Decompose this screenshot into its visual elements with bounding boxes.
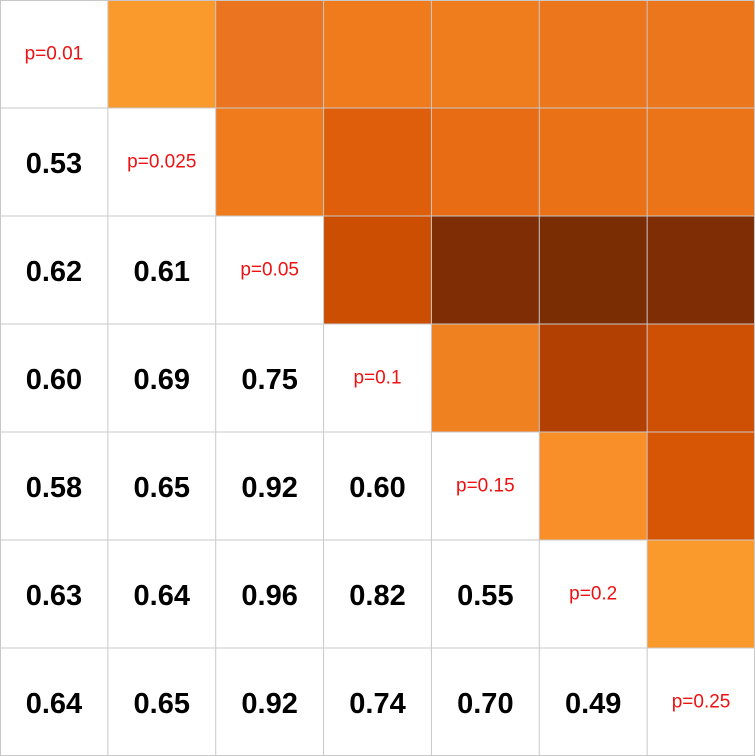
- value-cell-5-4: [431, 540, 540, 648]
- heat-cell-1-2: [215, 108, 324, 216]
- value-label-6-4: 0.70: [457, 688, 513, 720]
- heat-cell-4-6: [647, 432, 755, 540]
- diagonal-label-3: p=0.1: [353, 368, 401, 389]
- value-cell-6-3: [323, 648, 432, 756]
- value-label-4-0: 0.58: [26, 472, 82, 504]
- heat-cell-3-5: [539, 324, 648, 432]
- heat-cell-3-6: [647, 324, 755, 432]
- heat-cell-2-4: [431, 216, 540, 324]
- value-label-5-0: 0.63: [26, 580, 82, 612]
- heat-cell-1-5: [539, 108, 648, 216]
- heat-cell-2-3: [323, 216, 432, 324]
- value-label-6-2: 0.92: [241, 688, 297, 720]
- value-label-5-4: 0.55: [457, 580, 513, 612]
- diagonal-cell-3-3: [323, 324, 432, 432]
- value-cell-6-4: [431, 648, 540, 756]
- value-cell-4-1: [107, 432, 216, 540]
- value-cell-5-1: [107, 540, 216, 648]
- diagonal-label-4: p=0.15: [456, 476, 515, 497]
- heat-cell-1-4: [431, 108, 540, 216]
- heat-cell-0-2: [215, 0, 324, 108]
- diagonal-label-5: p=0.2: [569, 584, 617, 605]
- heat-cell-0-6: [647, 0, 755, 108]
- heat-cell-4-5: [539, 432, 648, 540]
- value-label-5-1: 0.64: [134, 580, 190, 612]
- value-label-6-5: 0.49: [565, 688, 621, 720]
- heat-cell-1-6: [647, 108, 755, 216]
- value-label-5-2: 0.96: [241, 580, 297, 612]
- diagonal-label-6: p=0.25: [672, 692, 731, 713]
- heat-cell-3-4: [431, 324, 540, 432]
- value-cell-6-0: [0, 648, 108, 756]
- diagonal-label-0: p=0.01: [25, 44, 84, 65]
- value-cell-4-3: [323, 432, 432, 540]
- diagonal-cell-0-0: [0, 0, 108, 108]
- value-label-6-1: 0.65: [134, 688, 190, 720]
- heat-cell-0-3: [323, 0, 432, 108]
- diagonal-label-2: p=0.05: [240, 260, 299, 281]
- value-cell-2-1: [107, 216, 216, 324]
- value-label-2-1: 0.61: [134, 256, 190, 288]
- heat-cell-1-3: [323, 108, 432, 216]
- heat-cell-0-5: [539, 0, 648, 108]
- heat-cell-0-1: [107, 0, 216, 108]
- diagonal-cell-1-1: [107, 108, 216, 216]
- value-cell-5-0: [0, 540, 108, 648]
- value-cell-6-5: [539, 648, 648, 756]
- value-cell-5-3: [323, 540, 432, 648]
- heat-cell-2-6: [647, 216, 755, 324]
- value-cell-3-1: [107, 324, 216, 432]
- value-label-1-0: 0.53: [26, 148, 82, 180]
- diagonal-cell-2-2: [215, 216, 324, 324]
- value-label-5-3: 0.82: [349, 580, 405, 612]
- heat-cell-2-5: [539, 216, 648, 324]
- value-cell-6-2: [215, 648, 324, 756]
- value-label-4-1: 0.65: [134, 472, 190, 504]
- heat-cell-5-6: [647, 540, 755, 648]
- diagonal-cell-4-4: [431, 432, 540, 540]
- value-label-3-0: 0.60: [26, 364, 82, 396]
- diagonal-cell-5-5: [539, 540, 648, 648]
- value-label-4-2: 0.92: [241, 472, 297, 504]
- value-cell-4-0: [0, 432, 108, 540]
- value-label-3-1: 0.69: [134, 364, 190, 396]
- value-label-2-0: 0.62: [26, 256, 82, 288]
- diagonal-label-1: p=0.025: [127, 152, 196, 173]
- heat-cell-0-4: [431, 0, 540, 108]
- value-cell-2-0: [0, 216, 108, 324]
- value-cell-3-0: [0, 324, 108, 432]
- value-cell-5-2: [215, 540, 324, 648]
- value-label-4-3: 0.60: [349, 472, 405, 504]
- value-label-3-2: 0.75: [241, 364, 297, 396]
- value-cell-4-2: [215, 432, 324, 540]
- value-cell-6-1: [107, 648, 216, 756]
- value-cell-3-2: [215, 324, 324, 432]
- value-label-6-0: 0.64: [26, 688, 82, 720]
- diagonal-cell-6-6: [647, 648, 755, 756]
- value-label-6-3: 0.74: [349, 688, 405, 720]
- value-cell-1-0: [0, 108, 108, 216]
